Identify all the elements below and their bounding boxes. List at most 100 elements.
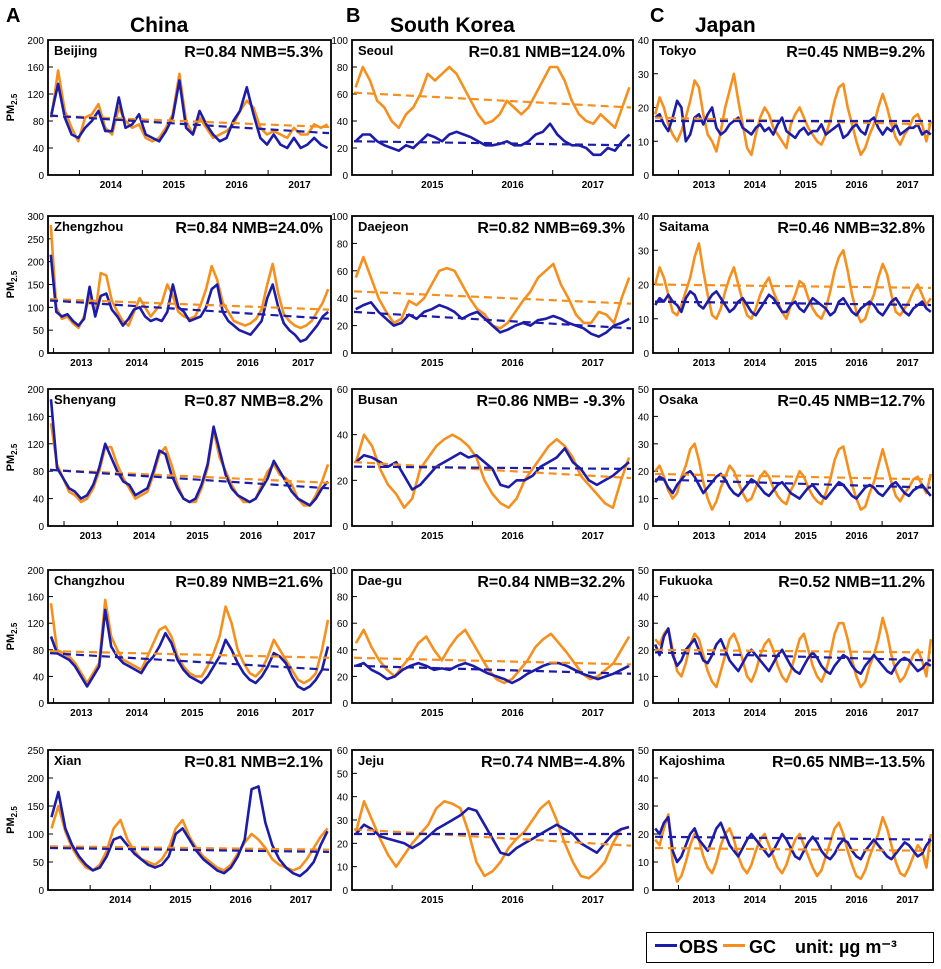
panel-beijing: 0 40 80 120 160 200 2014 2015 2016 2017 Beijing R=0… — [5, 36, 332, 191]
trend-obs-line — [353, 140, 632, 147]
y-tick-label: 200 — [27, 566, 44, 577]
column-letter-A: A — [6, 5, 20, 27]
plot-frame — [47, 388, 332, 527]
x-tick-label: 2014 — [744, 358, 767, 369]
legend-gc-line — [723, 944, 745, 947]
y-tick-label: 10 — [337, 863, 349, 874]
y-tick-label: 40 — [337, 117, 349, 128]
x-tick-label: 2017 — [896, 895, 919, 906]
y-tick-label: 0 — [643, 886, 649, 897]
plot-frame — [351, 749, 634, 891]
y-tick-label: 20 — [638, 646, 650, 657]
trend-gc-line — [654, 116, 932, 126]
y-tick-label: 40 — [638, 774, 650, 785]
y-axis-label: PM2.5 — [5, 270, 19, 298]
y-tick-label: 0 — [38, 171, 44, 182]
y-tick-label: 80 — [33, 117, 45, 128]
y-tick-label: 10 — [638, 858, 650, 869]
y-tick-label: 160 — [27, 593, 44, 604]
x-tick-label: 2015 — [421, 180, 444, 191]
x-tick-label: 2017 — [582, 358, 605, 369]
figure: A China B South Korea C Japan 040801201602002… — [5, 5, 934, 906]
plot-frame — [351, 388, 634, 527]
trend-obs-line — [49, 468, 330, 490]
legend-obs-line — [655, 944, 677, 947]
panel-city-label: Daejeon — [358, 219, 409, 234]
y-tick-label: 40 — [638, 212, 650, 223]
series-gc-line — [653, 72, 933, 157]
x-tick-label: 2016 — [237, 358, 260, 369]
y-tick-label: 20 — [638, 281, 650, 292]
x-tick-label: 2015 — [181, 358, 204, 369]
y-tick-label: 40 — [337, 431, 349, 442]
trend-gc-line — [353, 656, 632, 666]
column-title-C: Japan — [695, 14, 756, 37]
x-tick-label: 2015 — [169, 895, 192, 906]
y-tick-label: 100 — [331, 566, 348, 577]
series-gc-line — [354, 65, 631, 130]
x-tick-label: 2014 — [126, 358, 149, 369]
x-tick-label: 2015 — [795, 531, 818, 542]
y-tick-label: 80 — [337, 63, 349, 74]
panel-stats-label: R=0.82 NMB=69.3% — [477, 220, 625, 237]
x-tick-label: 2015 — [163, 180, 186, 191]
x-tick-label: 2015 — [795, 180, 818, 191]
series-obs-line — [654, 815, 932, 864]
x-tick-label: 2014 — [100, 180, 123, 191]
y-tick-label: 100 — [331, 212, 348, 223]
panel-changzhou: 0 40 80 120 160 200 2013 2014 2015 2016 2017 Changz… — [5, 566, 332, 719]
y-tick-label: 40 — [337, 646, 349, 657]
panel-stats-label: R=0.89 NMB=21.6% — [175, 574, 323, 591]
plot-frame — [351, 569, 634, 704]
x-tick-label: 2013 — [70, 358, 93, 369]
series-gc-line — [354, 433, 631, 510]
y-tick-label: 120 — [27, 619, 44, 630]
y-tick-label: 60 — [337, 90, 349, 101]
y-tick-label: 300 — [27, 212, 44, 223]
x-tick-label: 2016 — [230, 895, 253, 906]
series-obs-line — [50, 79, 329, 150]
y-tick-label: 80 — [337, 239, 349, 250]
x-tick-label: 2013 — [693, 708, 716, 719]
x-tick-label: 2014 — [744, 180, 767, 191]
trend-gc-line — [49, 650, 330, 659]
panel-city-label: Changzhou — [54, 573, 125, 588]
y-tick-label: 20 — [638, 830, 650, 841]
panel-xian: 0 50 100 150 200 250 2014 2015 2016 2017 Xian R=0.8… — [5, 746, 332, 906]
y-tick-label: 0 — [38, 522, 44, 533]
y-axis-label: PM2.5 — [5, 443, 19, 471]
x-tick-label: 2017 — [288, 180, 311, 191]
x-tick-label: 2013 — [70, 708, 93, 719]
plot-frame — [652, 569, 934, 704]
y-tick-label: 30 — [638, 619, 650, 630]
panel-tokyo: 0 10 20 30 40 2013 2014 2015 2016 2017 Tokyo R=0.45… — [638, 36, 934, 191]
y-tick-label: 40 — [33, 495, 45, 506]
panel-daejeon: 0 20 40 60 80 100 2015 2016 2017 Daejeon R=0.82 NM… — [331, 212, 634, 369]
x-tick-label: 2016 — [501, 708, 524, 719]
y-tick-label: 10 — [638, 315, 650, 326]
x-tick-label: 2016 — [846, 708, 869, 719]
trend-obs-line — [353, 664, 632, 675]
series-gc-line — [653, 242, 932, 324]
y-tick-label: 50 — [638, 566, 650, 577]
panel-zhengzhou: 0 50 100 150 200 250 300 2013 2014 2015 2016 2017 Zh… — [5, 212, 332, 369]
y-tick-label: 160 — [27, 412, 44, 423]
panel-stats-label: R=0.46 NMB=32.8% — [777, 220, 925, 237]
y-tick-label: 250 — [27, 746, 44, 757]
x-tick-label: 2017 — [290, 895, 313, 906]
legend: OBS GC unit: µg m⁻³ — [646, 932, 934, 963]
y-tick-label: 20 — [337, 476, 349, 487]
column-letter-B: B — [346, 5, 360, 27]
panel-seoul: 0 20 40 60 80 100 2015 2016 2017 Seoul R=0.81 NMB=… — [331, 36, 634, 191]
x-tick-label: 2014 — [744, 531, 767, 542]
panel-shenyang: 0 40 80 120 160 200 2013 2014 2015 2016 2017 Shenya… — [5, 385, 332, 542]
x-tick-label: 2016 — [846, 358, 869, 369]
x-tick-label: 2015 — [421, 531, 444, 542]
trend-gc-line — [353, 91, 632, 109]
y-tick-label: 10 — [638, 672, 650, 683]
y-tick-label: 20 — [337, 322, 349, 333]
x-tick-label: 2013 — [693, 180, 716, 191]
panel-dae-gu: 0 20 40 60 80 100 2015 2016 2017 Dae-gu R=0.84 NMB… — [331, 566, 634, 719]
panel-stats-label: R=0.84 NMB=24.0% — [175, 220, 323, 237]
trend-gc-line — [49, 298, 330, 311]
